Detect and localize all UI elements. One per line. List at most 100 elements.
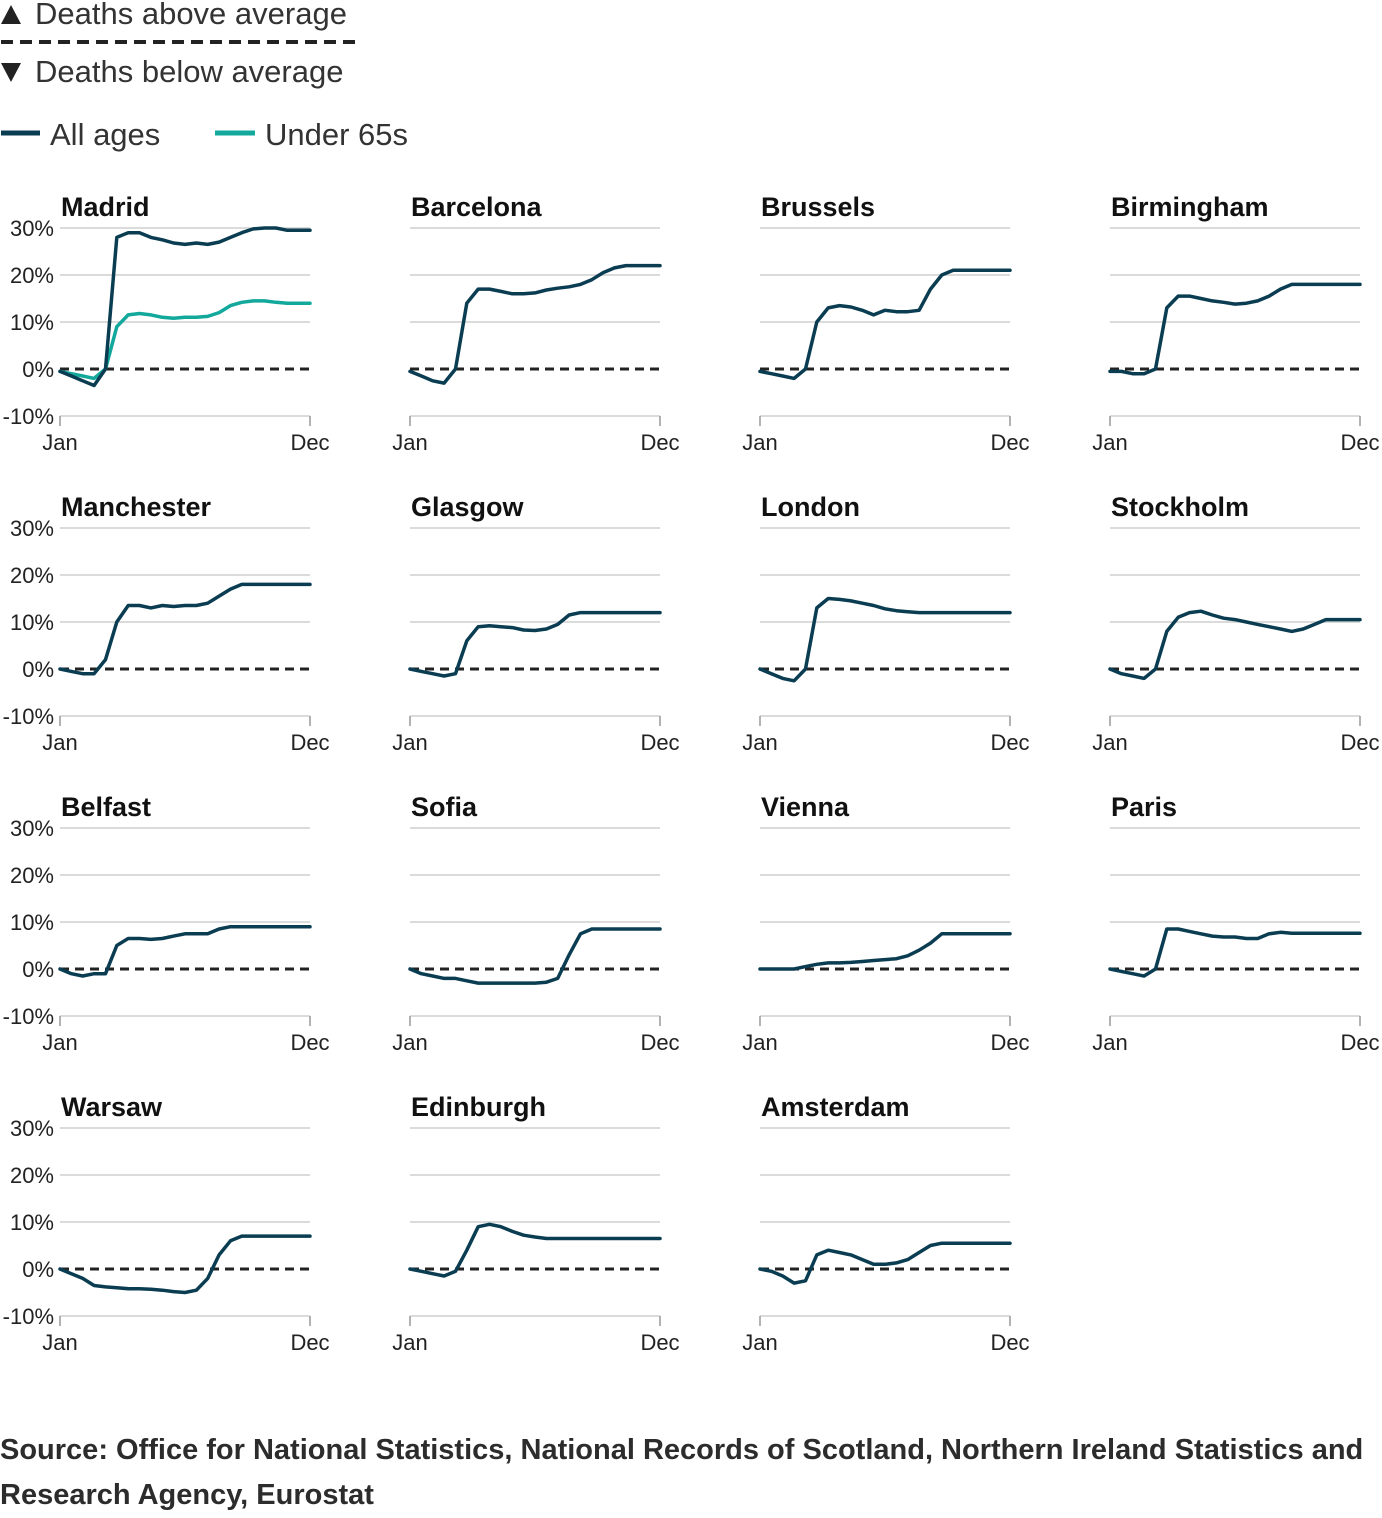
x-tick-label: Jan: [42, 730, 77, 755]
x-tick-label: Jan: [42, 1030, 77, 1055]
panel-madrid: 30% 20% 10% 0% -10% Madrid Jan Dec: [3, 192, 330, 455]
x-tick-label: Dec: [290, 730, 329, 755]
series-line-all-ages: [408, 1222, 662, 1278]
panel-glasgow: Glasgow Jan Dec: [392, 492, 679, 755]
legend-under-65s-label: Under 65s: [265, 117, 408, 152]
legend-below-label: Deaths below average: [35, 54, 343, 89]
legend-all-ages-label: All ages: [50, 117, 160, 152]
y-tick-label: 10%: [10, 310, 54, 335]
panel-edinburgh: Edinburgh Jan Dec: [392, 1092, 679, 1355]
panel-title: Sofia: [411, 792, 478, 822]
x-tick-label: Jan: [1092, 730, 1127, 755]
x-tick-label: Dec: [1340, 730, 1379, 755]
y-tick-label: -10%: [3, 404, 54, 429]
panel-title: Amsterdam: [761, 1092, 910, 1122]
x-tick-label: Dec: [640, 1030, 679, 1055]
y-tick-label: 30%: [10, 516, 54, 541]
y-tick-label: 30%: [10, 216, 54, 241]
panel-barcelona: Barcelona Jan Dec: [392, 192, 679, 455]
y-tick-label: -10%: [3, 704, 54, 729]
series-line-all-ages: [1108, 609, 1362, 681]
panel-title: Barcelona: [411, 192, 543, 222]
panel-sofia: Sofia Jan Dec: [392, 792, 679, 1055]
x-tick-label: Dec: [640, 430, 679, 455]
panel-title: Brussels: [761, 192, 875, 222]
x-tick-label: Jan: [392, 730, 427, 755]
series-line-all-ages: [408, 263, 662, 385]
y-tick-label: 20%: [10, 263, 54, 288]
series-line-all-ages: [58, 226, 312, 388]
panel-title: Madrid: [61, 192, 150, 222]
series-line-all-ages: [58, 1234, 312, 1295]
x-tick-label: Dec: [990, 1030, 1029, 1055]
panel-brussels: Brussels Jan Dec: [742, 192, 1029, 455]
y-tick-label: -10%: [3, 1004, 54, 1029]
y-tick-label: 10%: [10, 1210, 54, 1235]
y-tick-label: 0%: [22, 357, 54, 382]
x-tick-label: Jan: [1092, 430, 1127, 455]
x-tick-label: Dec: [640, 730, 679, 755]
x-tick-label: Dec: [990, 1330, 1029, 1355]
series-line-all-ages: [758, 596, 1012, 683]
x-tick-label: Dec: [640, 1330, 679, 1355]
series-line-all-ages: [58, 582, 312, 676]
source-note: Source: Office for National Statistics, …: [0, 1434, 1364, 1511]
panel-title: Birmingham: [1111, 192, 1269, 222]
y-tick-label: 0%: [22, 957, 54, 982]
panel-title: Vienna: [761, 792, 850, 822]
panel-london: London Jan Dec: [742, 492, 1029, 755]
x-tick-label: Dec: [990, 430, 1029, 455]
panel-belfast: 30% 20% 10% 0% -10% Belfast Jan Dec: [3, 792, 330, 1055]
y-tick-label: 0%: [22, 1257, 54, 1282]
panel-title: Edinburgh: [411, 1092, 546, 1122]
x-tick-label: Jan: [42, 430, 77, 455]
x-tick-label: Dec: [290, 1030, 329, 1055]
series-line-all-ages: [758, 932, 1012, 971]
x-tick-label: Jan: [392, 430, 427, 455]
x-tick-label: Jan: [392, 1330, 427, 1355]
panel-title: Belfast: [61, 792, 151, 822]
panel-title: Warsaw: [61, 1092, 163, 1122]
x-tick-label: Dec: [990, 730, 1029, 755]
up-triangle-icon: [1, 5, 21, 24]
y-tick-label: 20%: [10, 1163, 54, 1188]
y-tick-label: 0%: [22, 657, 54, 682]
y-tick-label: 20%: [10, 563, 54, 588]
panel-title: Paris: [1111, 792, 1177, 822]
series-line-all-ages: [1108, 927, 1362, 978]
series-line-all-ages: [1108, 282, 1362, 376]
x-tick-label: Dec: [290, 430, 329, 455]
down-triangle-icon: [1, 63, 21, 82]
x-tick-label: Dec: [1340, 430, 1379, 455]
chart: Deaths above average Deaths below averag…: [1, 0, 1380, 1355]
x-tick-label: Dec: [290, 1330, 329, 1355]
small-multiples: 30% 20% 10% 0% -10% Madrid Jan Dec Barcelona Jan D…: [3, 192, 1380, 1355]
series-line-under65: [58, 299, 312, 381]
series-line-all-ages: [408, 927, 662, 985]
y-tick-label: 30%: [10, 816, 54, 841]
y-tick-label: 10%: [10, 910, 54, 935]
panel-paris: Paris Jan Dec: [1092, 792, 1379, 1055]
x-tick-label: Jan: [742, 1330, 777, 1355]
panel-manchester: 30% 20% 10% 0% -10% Manchester Jan Dec: [3, 492, 330, 755]
y-tick-label: 30%: [10, 1116, 54, 1141]
panel-title: Stockholm: [1111, 492, 1249, 522]
x-tick-label: Jan: [742, 730, 777, 755]
series-line-all-ages: [408, 610, 662, 678]
panel-stockholm: Stockholm Jan Dec: [1092, 492, 1379, 755]
x-tick-label: Dec: [1340, 1030, 1379, 1055]
y-tick-label: 20%: [10, 863, 54, 888]
y-tick-label: 10%: [10, 610, 54, 635]
series-line-all-ages: [58, 924, 312, 978]
panel-title: London: [761, 492, 860, 522]
x-tick-label: Jan: [742, 1030, 777, 1055]
series-line-all-ages: [758, 268, 1012, 381]
panel-warsaw: 30% 20% 10% 0% -10% Warsaw Jan Dec: [3, 1092, 330, 1355]
legend: Deaths above average Deaths below averag…: [1, 0, 408, 152]
panel-amsterdam: Amsterdam Jan Dec: [742, 1092, 1029, 1355]
x-tick-label: Jan: [392, 1030, 427, 1055]
y-tick-label: -10%: [3, 1304, 54, 1329]
panel-vienna: Vienna Jan Dec: [742, 792, 1029, 1055]
x-tick-label: Jan: [1092, 1030, 1127, 1055]
x-tick-label: Jan: [42, 1330, 77, 1355]
